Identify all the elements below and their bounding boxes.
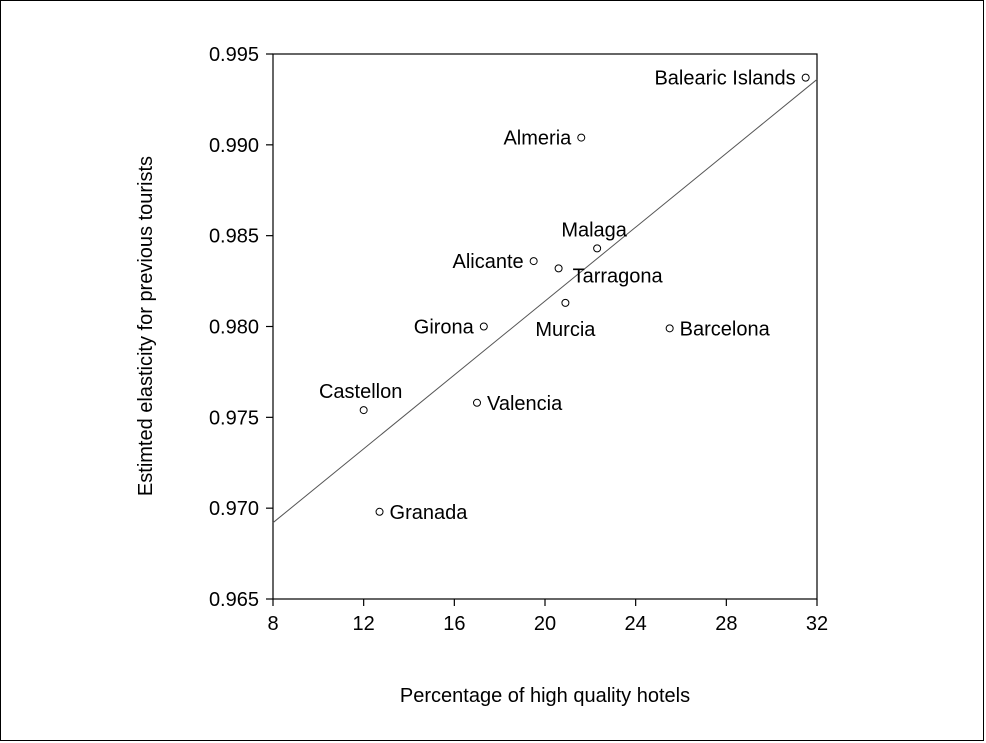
x-axis-title: Percentage of high quality hotels bbox=[400, 685, 690, 707]
point-label: Balearic Islands bbox=[654, 68, 795, 90]
y-tick-label: 0.975 bbox=[209, 407, 259, 429]
data-point bbox=[479, 322, 488, 331]
data-point bbox=[593, 244, 602, 253]
point-label: Murcia bbox=[535, 319, 596, 341]
x-tick-label: 28 bbox=[715, 613, 737, 635]
x-axis: 8 12 16 20 24 28 32 bbox=[267, 599, 828, 635]
y-tick-label: 0.985 bbox=[209, 226, 259, 248]
y-axis-title: Estimted elasticity for previous tourist… bbox=[135, 156, 157, 496]
x-tick-label: 12 bbox=[353, 613, 375, 635]
point-label: Girona bbox=[414, 317, 475, 339]
point-label: Tarragona bbox=[573, 265, 664, 287]
x-tick-label: 32 bbox=[806, 613, 828, 635]
data-point bbox=[529, 257, 538, 266]
y-tick-label: 0.980 bbox=[209, 317, 259, 339]
data-point bbox=[359, 406, 368, 415]
y-tick-label: 0.990 bbox=[209, 135, 259, 157]
point-label: Castellon bbox=[319, 381, 402, 403]
x-tick-label: 16 bbox=[443, 613, 465, 635]
y-axis: 0.965 0.970 0.975 0.980 0.985 0.990 0.995 bbox=[209, 44, 273, 611]
point-label: Barcelona bbox=[680, 318, 771, 340]
data-point bbox=[473, 398, 481, 407]
y-tick-label: 0.965 bbox=[209, 589, 259, 611]
data-point bbox=[554, 264, 563, 273]
y-tick-label: 0.970 bbox=[209, 498, 259, 520]
point-label: Valencia bbox=[487, 393, 563, 415]
data-point bbox=[577, 133, 586, 142]
x-tick-label: 20 bbox=[534, 613, 556, 635]
point-label: Granada bbox=[390, 502, 469, 524]
point-label: Alicante bbox=[453, 251, 524, 273]
y-tick-label: 0.995 bbox=[209, 44, 259, 66]
data-point bbox=[665, 324, 674, 333]
fit-line bbox=[272, 79, 818, 524]
x-tick-label: 24 bbox=[625, 613, 647, 635]
x-tick-label: 8 bbox=[267, 613, 278, 635]
point-label: Almeria bbox=[503, 128, 572, 150]
data-points: Balearic Islands Almeria Malaga Alicante Tar… bbox=[319, 68, 810, 524]
point-label: Malaga bbox=[561, 219, 627, 241]
data-point bbox=[375, 507, 384, 516]
data-point bbox=[801, 73, 810, 82]
data-point bbox=[561, 298, 570, 307]
